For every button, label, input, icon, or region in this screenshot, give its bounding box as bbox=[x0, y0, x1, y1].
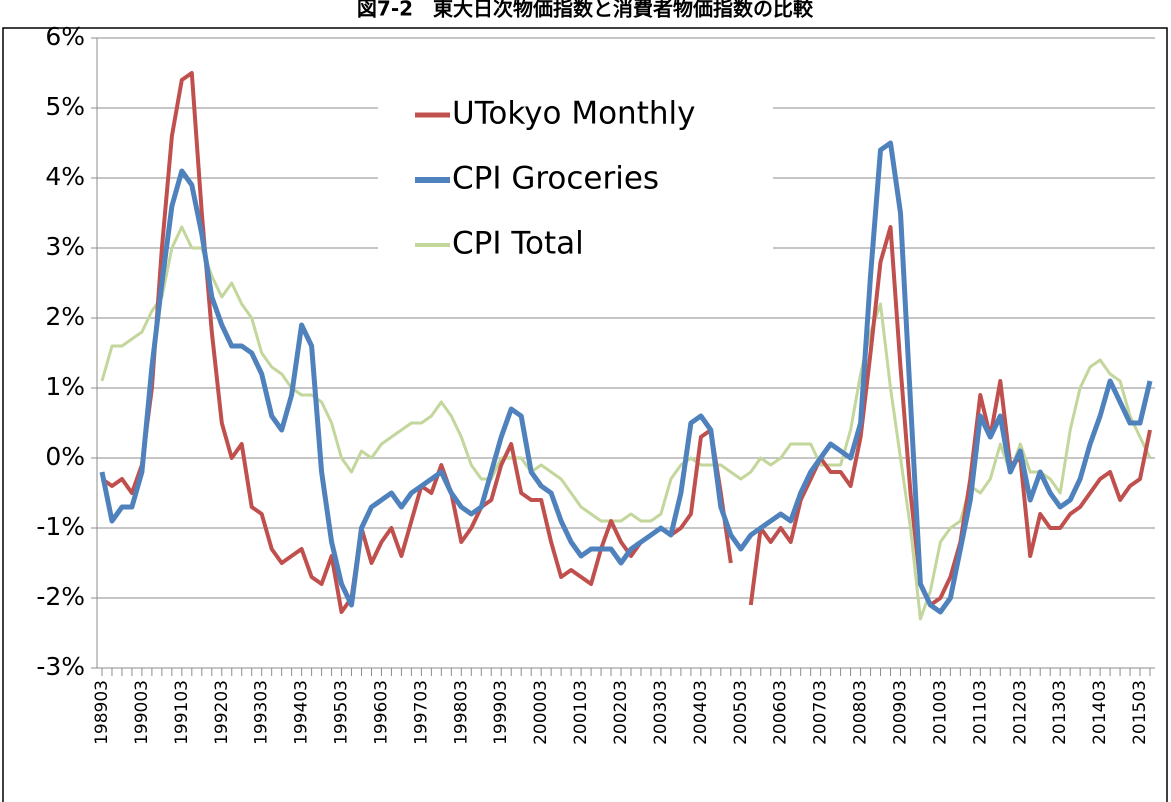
x-tick-label: 201403 bbox=[1090, 680, 1110, 745]
series-line bbox=[100, 225, 1152, 621]
y-tick-label: -2% bbox=[36, 582, 85, 611]
x-tick-label: 199603 bbox=[371, 680, 391, 745]
x-tick-label: 200503 bbox=[731, 680, 751, 745]
x-tick-label: 201203 bbox=[1010, 680, 1030, 745]
legend-label: UTokyo Monthly bbox=[452, 96, 695, 132]
x-tick-label: 200903 bbox=[890, 680, 910, 745]
grid: -3% -2% -1% 0% 1% 2% 3% 4% 5% 6% 198903 199003 19910… bbox=[36, 22, 1155, 745]
y-tick-label: 6% bbox=[45, 22, 85, 51]
y-tick-label: 3% bbox=[45, 232, 85, 261]
y-tick-label: 2% bbox=[45, 302, 85, 331]
x-tick-label: 201303 bbox=[1050, 680, 1070, 745]
x-tick-label: 200103 bbox=[571, 680, 591, 745]
y-tick-label: 4% bbox=[45, 162, 85, 191]
x-tick-label: 199203 bbox=[212, 680, 232, 745]
legend-label: CPI Groceries bbox=[452, 161, 659, 197]
x-tick-label: 200703 bbox=[811, 680, 831, 745]
series-line bbox=[99, 140, 1153, 615]
x-tick-label: 199703 bbox=[411, 680, 431, 745]
x-tick-label: 198903 bbox=[92, 680, 112, 745]
x-tick-label: 199903 bbox=[491, 680, 511, 745]
y-tick-label: 0% bbox=[45, 442, 85, 471]
x-tick-label: 201003 bbox=[930, 680, 950, 745]
legend: UTokyo Monthly CPI Groceries CPI Total bbox=[378, 82, 773, 268]
x-tick-label: 200203 bbox=[611, 680, 631, 745]
x-tick-label: 201503 bbox=[1130, 680, 1150, 745]
x-tick-label: 200603 bbox=[771, 680, 791, 745]
y-tick-label: 1% bbox=[45, 372, 85, 401]
x-tick-label: 200003 bbox=[531, 680, 551, 745]
y-tick-label: -1% bbox=[36, 512, 85, 541]
x-tick-label: 199303 bbox=[252, 680, 272, 745]
x-tick-label: 201103 bbox=[970, 680, 990, 745]
x-tick-label: 199503 bbox=[332, 680, 352, 745]
x-tick-label: 199103 bbox=[172, 680, 192, 745]
x-tick-label: 199003 bbox=[132, 680, 152, 745]
y-tick-label: -3% bbox=[36, 652, 85, 681]
x-tick-label: 200803 bbox=[851, 680, 871, 745]
plot bbox=[99, 71, 1153, 621]
x-tick-label: 199803 bbox=[451, 680, 471, 745]
chart-title: 図7-2 東大日次物価指数と消費者物価指数の比較 bbox=[357, 0, 814, 21]
x-tick-label: 200403 bbox=[691, 680, 711, 745]
x-tick-label: 200303 bbox=[651, 680, 671, 745]
x-tick-label: 199403 bbox=[292, 680, 312, 745]
legend-label: CPI Total bbox=[452, 226, 584, 262]
y-tick-label: 5% bbox=[45, 92, 85, 121]
